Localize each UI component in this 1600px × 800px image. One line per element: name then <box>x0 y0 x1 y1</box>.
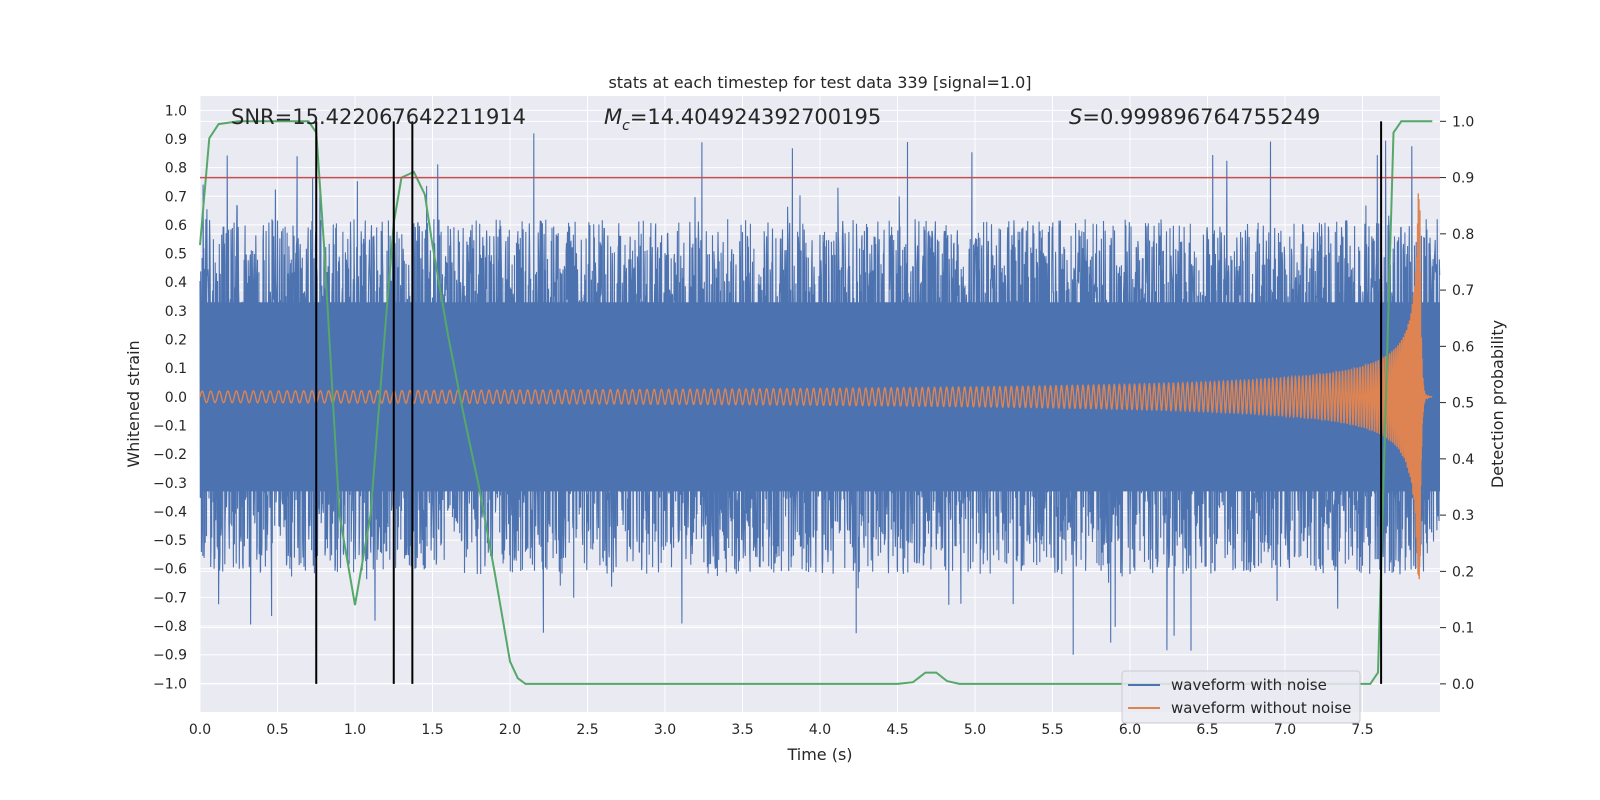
series-waveform-without-noise <box>199 193 1433 580</box>
y-right-tick-label: 0.2 <box>1452 564 1474 580</box>
x-axis-ticks: 0.0 0.5 1.0 1.5 2.0 2.5 3.0 3.5 4.0 4.5 5.0 5.5 6.0 6… <box>189 722 1374 738</box>
y-left-tick-label: 0.3 <box>165 304 187 320</box>
y-right-tick-label: 0.5 <box>1452 396 1474 412</box>
legend-label-noise: waveform with noise <box>1171 676 1327 694</box>
x-tick-label: 1.5 <box>421 722 443 738</box>
probability-series-group <box>199 120 1433 685</box>
legend: waveform with noise waveform without noi… <box>1121 670 1361 724</box>
y-right-tick-label: 0.9 <box>1452 171 1474 187</box>
y-left-tick-label: −0.3 <box>153 476 187 492</box>
y-left-tick-label: 0.5 <box>165 247 187 263</box>
y-left-tick-label: 0.7 <box>165 189 187 205</box>
y-right-tick-label: 0.4 <box>1452 452 1474 468</box>
y-right-tick-label: 0.7 <box>1452 283 1474 299</box>
x-tick-label: 0.5 <box>266 722 288 738</box>
y-right-tick-label: 0.6 <box>1452 339 1474 355</box>
x-tick-label: 0.0 <box>189 722 211 738</box>
x-tick-label: 6.5 <box>1196 722 1218 738</box>
x-tick-label: 5.0 <box>964 722 986 738</box>
left-axis-ticks: 1.0 0.9 0.8 0.7 0.6 0.5 0.4 0.3 0.2 0.1 0.0 −0.1 −0.… <box>153 103 187 692</box>
legend-label-clean: waveform without noise <box>1171 699 1351 717</box>
chirp-mass-subscript: c <box>622 118 630 134</box>
right-axis-ticks: 1.0 0.9 0.8 0.7 0.6 0.5 0.4 0.3 0.2 0.1 0.0 <box>1440 114 1474 693</box>
x-tick-label: 4.5 <box>886 722 908 738</box>
chart-title: stats at each timestep for test data 339… <box>608 73 1031 92</box>
snr-annotation: SNR=15.422067642211914 <box>231 105 526 129</box>
y-left-tick-label: 0.0 <box>165 390 187 406</box>
x-tick-label: 5.5 <box>1041 722 1063 738</box>
y-right-tick-label: 0.0 <box>1452 677 1474 693</box>
s-symbol: S <box>1069 105 1082 129</box>
y-left-tick-label: −0.5 <box>153 533 187 549</box>
y-right-tick-label: 1.0 <box>1452 114 1474 130</box>
y-left-tick-label: −0.2 <box>153 447 187 463</box>
chirp-mass-value: =14.404924392700195 <box>630 105 881 129</box>
x-tick-label: 6.0 <box>1119 722 1141 738</box>
y-right-tick-label: 0.1 <box>1452 621 1474 637</box>
series-detection-probability <box>199 120 1433 685</box>
y-right-tick-label: 0.8 <box>1452 227 1474 243</box>
x-tick-label: 2.0 <box>499 722 521 738</box>
y-left-tick-label: −0.6 <box>153 562 187 578</box>
y-left-tick-label: 0.9 <box>165 132 187 148</box>
x-axis-label: Time (s) <box>786 745 852 764</box>
y-left-tick-label: 0.8 <box>165 161 187 177</box>
x-tick-label: 7.5 <box>1351 722 1373 738</box>
y-left-tick-label: −0.1 <box>153 418 187 434</box>
left-axis-label: Whitened strain <box>124 340 143 467</box>
y-left-tick-label: 0.4 <box>165 275 187 291</box>
y-left-tick-label: −0.8 <box>153 619 187 635</box>
s-annotation: S=0.999896764755249 <box>1069 105 1320 129</box>
x-tick-label: 4.0 <box>809 722 831 738</box>
right-axis-label: Detection probability <box>1488 320 1507 488</box>
y-left-tick-label: −0.9 <box>153 648 187 664</box>
y-left-tick-label: −0.7 <box>153 590 187 606</box>
y-left-tick-label: −0.4 <box>153 504 187 520</box>
y-left-tick-label: −1.0 <box>153 676 187 692</box>
x-tick-label: 1.0 <box>344 722 366 738</box>
chirp-mass-symbol: M <box>604 105 622 129</box>
y-left-tick-label: 0.1 <box>165 361 187 377</box>
x-tick-label: 3.5 <box>731 722 753 738</box>
legend-box <box>1121 670 1361 724</box>
chirp-mass-annotation: Mc=14.404924392700195 <box>604 105 881 134</box>
y-right-tick-label: 0.3 <box>1452 508 1474 524</box>
chirp-series-group <box>199 193 1433 580</box>
y-left-tick-label: 1.0 <box>165 103 187 119</box>
y-left-tick-label: 0.2 <box>165 333 187 349</box>
y-left-tick-label: 0.6 <box>165 218 187 234</box>
x-tick-label: 3.0 <box>654 722 676 738</box>
x-tick-label: 7.0 <box>1274 722 1296 738</box>
x-tick-label: 2.5 <box>576 722 598 738</box>
series-waveform-with-noise <box>199 133 1441 655</box>
s-value: =0.999896764755249 <box>1082 105 1320 129</box>
vertical-lines-group <box>315 121 1383 684</box>
